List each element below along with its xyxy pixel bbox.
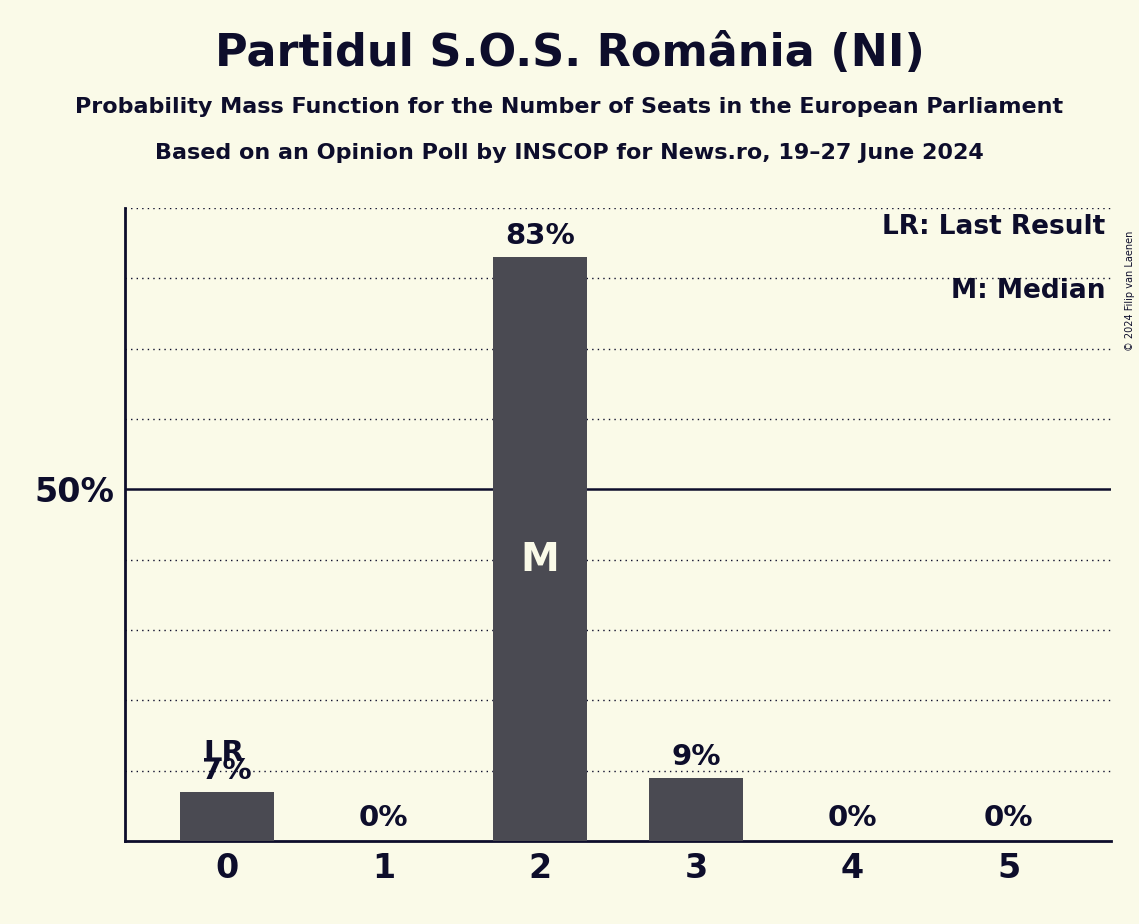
Text: 0%: 0% <box>828 805 877 833</box>
Bar <box>180 792 273 841</box>
Bar <box>493 257 587 841</box>
Text: 0%: 0% <box>984 805 1033 833</box>
Text: LR: Last Result: LR: Last Result <box>883 214 1106 240</box>
Text: 0%: 0% <box>359 805 408 833</box>
Text: Partidul S.O.S. România (NI): Partidul S.O.S. România (NI) <box>214 32 925 76</box>
Text: LR: LR <box>204 739 244 767</box>
Text: 9%: 9% <box>671 743 721 771</box>
Text: M: M <box>521 541 559 578</box>
Text: 83%: 83% <box>505 222 574 250</box>
Text: © 2024 Filip van Laenen: © 2024 Filip van Laenen <box>1125 231 1134 351</box>
Text: M: Median: M: Median <box>951 277 1106 303</box>
Text: 7%: 7% <box>202 757 252 784</box>
Text: Based on an Opinion Poll by INSCOP for News.ro, 19–27 June 2024: Based on an Opinion Poll by INSCOP for N… <box>155 143 984 164</box>
Text: Probability Mass Function for the Number of Seats in the European Parliament: Probability Mass Function for the Number… <box>75 97 1064 117</box>
Bar <box>649 778 743 841</box>
